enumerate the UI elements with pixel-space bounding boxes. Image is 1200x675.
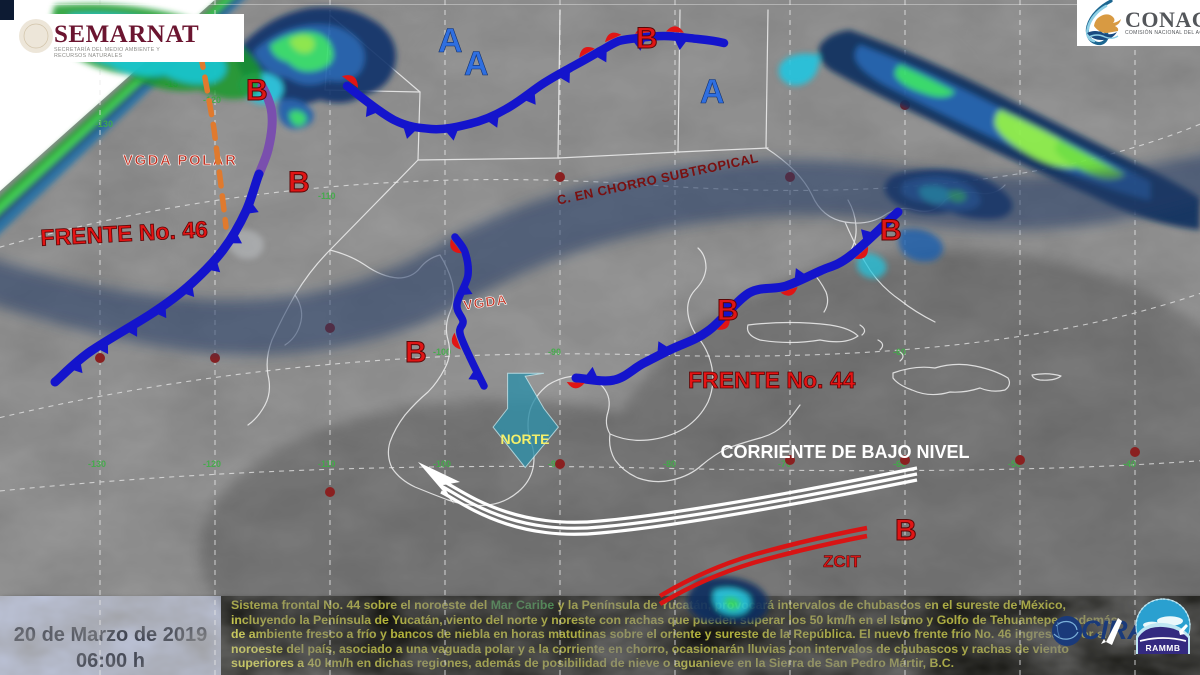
svg-text:-120: -120: [203, 459, 221, 469]
svg-text:-110: -110: [318, 459, 336, 469]
svg-text:-90: -90: [548, 347, 561, 357]
svg-text:-100: -100: [433, 459, 451, 469]
svg-text:NORTE: NORTE: [501, 431, 550, 447]
svg-text:SEMARNAT: SEMARNAT: [54, 21, 199, 48]
svg-text:B: B: [880, 214, 902, 247]
svg-text:A: A: [438, 22, 463, 60]
svg-text:SECRETARÍA DEL MEDIO AMBIENTE: SECRETARÍA DEL MEDIO AMBIENTE Y: [54, 46, 160, 53]
svg-text:FRENTE No. 44: FRENTE No. 44: [688, 367, 856, 393]
svg-text:A: A: [464, 45, 489, 83]
svg-text:B: B: [717, 294, 739, 327]
svg-text:CORRIENTE DE BAJO NIVEL: CORRIENTE DE BAJO NIVEL: [720, 442, 969, 462]
svg-text:B: B: [405, 336, 427, 369]
svg-text:B: B: [636, 22, 658, 55]
svg-text:RAMMB: RAMMB: [1145, 643, 1180, 653]
svg-text:-110: -110: [318, 191, 336, 201]
svg-text:A: A: [700, 73, 725, 111]
svg-text:ZCIT: ZCIT: [823, 552, 861, 571]
svg-text:B: B: [895, 514, 917, 547]
svg-text:B: B: [288, 166, 310, 199]
svg-text:-130: -130: [95, 119, 113, 129]
svg-text:-100: -100: [433, 347, 451, 357]
svg-text:CONAGUA: CONAGUA: [1125, 7, 1200, 32]
svg-text:B: B: [246, 74, 268, 107]
svg-text:-80: -80: [663, 459, 676, 469]
svg-text:RECURSOS NATURALES: RECURSOS NATURALES: [54, 53, 122, 59]
svg-text:COMISIÓN NACIONAL DEL AGUA: COMISIÓN NACIONAL DEL AGUA: [1125, 29, 1200, 36]
svg-text:-130: -130: [88, 459, 106, 469]
svg-text:-40: -40: [1123, 459, 1136, 469]
